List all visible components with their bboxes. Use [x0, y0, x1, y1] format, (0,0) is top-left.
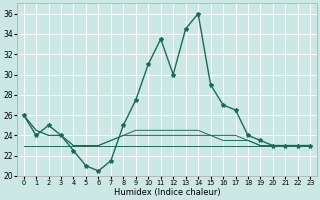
X-axis label: Humidex (Indice chaleur): Humidex (Indice chaleur): [114, 188, 220, 197]
